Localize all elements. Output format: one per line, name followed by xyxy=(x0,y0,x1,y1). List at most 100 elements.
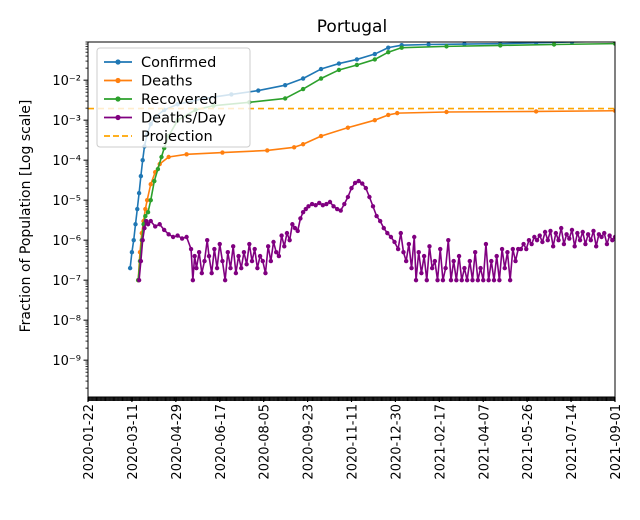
data-point-deaths-day xyxy=(456,253,462,259)
data-point-deaths xyxy=(143,206,148,212)
data-point-deaths-day xyxy=(190,277,196,283)
data-point-deaths-day xyxy=(556,237,561,243)
data-point-deaths xyxy=(372,117,377,123)
data-point-confirmed xyxy=(135,206,140,212)
data-point-deaths-day xyxy=(542,229,548,235)
data-point-deaths-day xyxy=(599,234,604,240)
data-point-deaths xyxy=(265,148,270,153)
data-point-recovered xyxy=(300,86,306,92)
data-point-deaths-day xyxy=(136,277,142,283)
data-point-recovered xyxy=(155,166,161,172)
data-point-deaths-day xyxy=(196,250,202,255)
data-point-deaths-day xyxy=(561,241,567,247)
data-point-deaths-day xyxy=(534,237,540,243)
x-tick-label: 2020-09-23 xyxy=(302,404,317,480)
data-point-confirmed xyxy=(300,76,306,81)
data-point-deaths-day xyxy=(268,258,274,264)
data-point-recovered xyxy=(159,154,164,160)
data-point-deaths-day xyxy=(612,234,615,240)
data-point-recovered xyxy=(148,197,153,203)
data-point-deaths-day xyxy=(440,277,446,283)
data-point-deaths-day xyxy=(233,270,239,276)
data-point-deaths-day xyxy=(489,258,494,264)
data-point-deaths-day xyxy=(306,204,311,209)
data-point-deaths-day xyxy=(199,270,205,276)
data-point-deaths-day xyxy=(427,244,432,249)
data-point-deaths-day xyxy=(569,227,575,233)
data-point-recovered xyxy=(444,44,449,49)
data-point-deaths-day xyxy=(363,185,369,191)
data-point-deaths-day xyxy=(179,236,185,241)
data-point-deaths-day xyxy=(192,253,197,259)
data-point-deaths-day xyxy=(217,241,222,247)
data-point-deaths-day xyxy=(585,232,591,237)
data-point-confirmed xyxy=(426,42,431,47)
data-point-deaths-day xyxy=(409,265,414,271)
y-tick-label: 10⁻² xyxy=(52,74,81,89)
x-tick-label: 2021-09-01 xyxy=(609,404,624,480)
data-point-deaths-day xyxy=(356,178,361,184)
legend-entry-projection: Projection xyxy=(104,129,213,145)
data-point-deaths-day xyxy=(334,206,340,212)
data-point-deaths-day xyxy=(320,202,326,208)
data-point-deaths-day xyxy=(327,199,333,205)
data-point-deaths xyxy=(220,150,225,155)
legend-label-projection: Projection xyxy=(141,129,213,145)
data-point-recovered xyxy=(386,50,391,55)
data-point-deaths-day xyxy=(481,277,486,283)
data-point-deaths-day xyxy=(392,239,397,245)
data-point-deaths-day xyxy=(228,265,233,271)
y-tick-label: 10⁻³ xyxy=(52,114,81,129)
data-point-deaths-day xyxy=(145,222,151,227)
data-point-deaths-day xyxy=(505,250,510,255)
data-point-deaths-day xyxy=(205,237,210,243)
data-point-deaths-day xyxy=(255,265,260,271)
data-point-deaths-day xyxy=(593,244,599,249)
data-point-deaths-day xyxy=(370,204,376,209)
data-point-deaths-day xyxy=(483,241,489,247)
data-point-recovered xyxy=(498,43,503,48)
data-point-deaths-day xyxy=(244,262,249,267)
legend-entry-recovered: Recovered xyxy=(104,92,217,108)
y-tick-label: 10⁻⁵ xyxy=(52,194,81,209)
data-point-recovered xyxy=(612,42,615,46)
legend-marker-recovered xyxy=(115,96,121,102)
data-point-deaths-day xyxy=(486,277,491,283)
data-point-deaths-day xyxy=(462,265,467,271)
data-point-deaths-day xyxy=(220,258,225,264)
data-point-deaths-day xyxy=(521,241,526,247)
data-point-deaths-day xyxy=(403,258,409,264)
legend-entry-deaths-day: Deaths/Day xyxy=(104,111,226,127)
x-tick-label: 2021-02-17 xyxy=(433,404,448,480)
data-point-deaths-day xyxy=(188,246,194,252)
legend-box xyxy=(96,47,251,148)
data-point-recovered xyxy=(152,178,157,184)
data-point-deaths-day xyxy=(529,241,534,247)
data-point-deaths-day xyxy=(459,277,464,283)
data-point-recovered xyxy=(354,62,360,68)
data-point-deaths-day xyxy=(313,202,318,208)
data-point-deaths-day xyxy=(602,230,607,236)
data-point-deaths-day xyxy=(212,246,217,252)
data-point-deaths-day xyxy=(295,228,300,234)
data-point-deaths-day xyxy=(497,277,502,283)
y-tick-label: 10⁻⁶ xyxy=(52,234,81,249)
data-point-deaths-day xyxy=(548,228,553,234)
legend-entry-deaths: Deaths xyxy=(104,74,192,90)
data-point-deaths-day xyxy=(265,244,271,249)
data-point-deaths-day xyxy=(491,277,497,283)
x-tick-label: 2020-01-22 xyxy=(82,404,97,480)
data-point-deaths-day xyxy=(419,270,424,276)
data-point-deaths-day xyxy=(331,204,336,209)
data-point-deaths-day xyxy=(170,234,176,240)
data-point-deaths-day xyxy=(202,258,207,264)
data-point-deaths-day xyxy=(352,180,358,186)
series-deaths-day xyxy=(136,178,615,283)
x-tick-label: 2021-05-26 xyxy=(521,404,536,480)
data-point-deaths-day xyxy=(438,246,443,252)
data-point-deaths-day xyxy=(435,277,440,283)
data-point-deaths-day xyxy=(140,237,145,243)
data-point-deaths xyxy=(444,109,449,115)
data-point-deaths-day xyxy=(540,239,545,245)
legend-label-confirmed: Confirmed xyxy=(141,55,216,71)
